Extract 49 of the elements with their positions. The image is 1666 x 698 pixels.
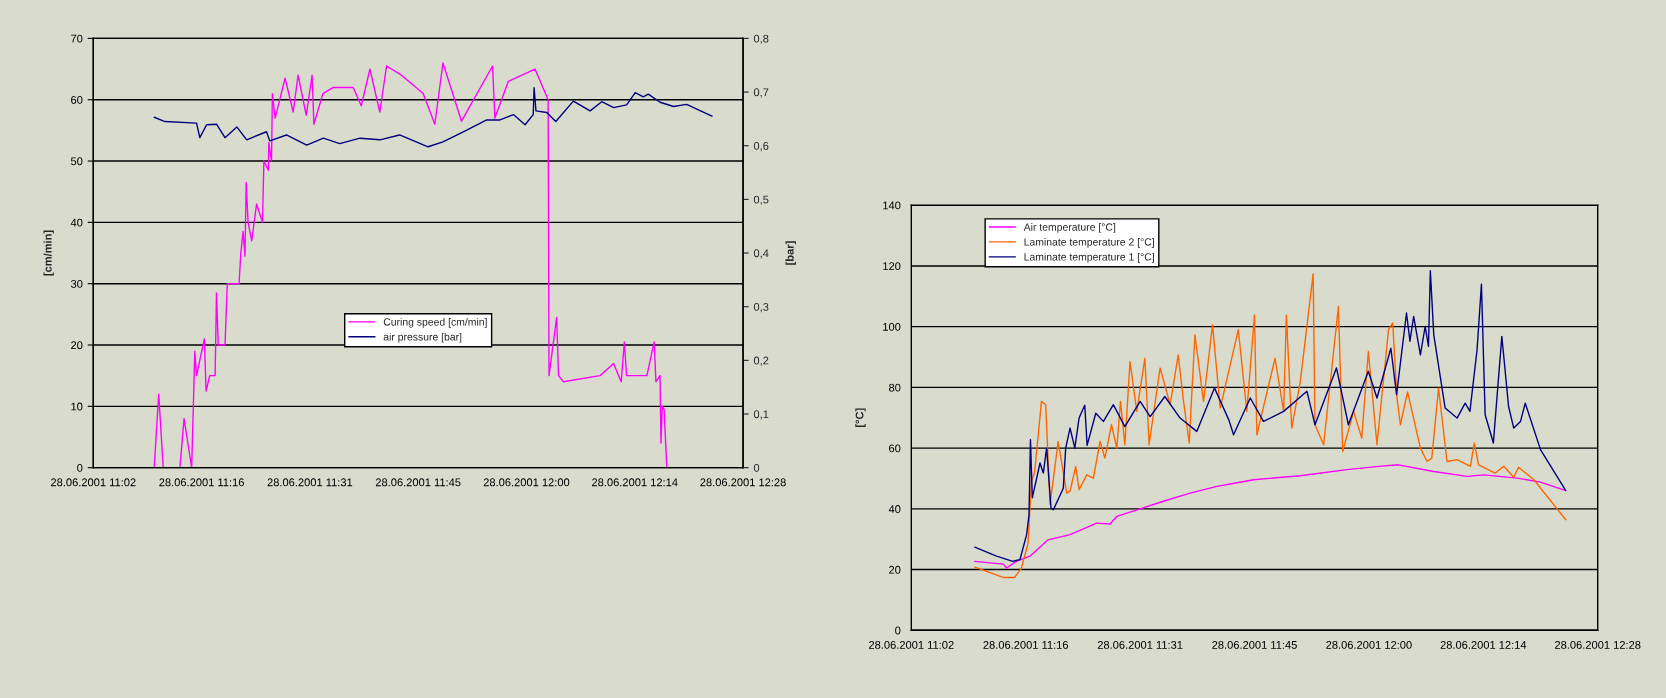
y-tick-label: 140 (883, 201, 901, 210)
x-tick-label: 28.06.2001 12:14 (592, 478, 678, 487)
y-tick-label: 50 (70, 157, 83, 166)
y2-tick-label: 0,1 (753, 410, 769, 420)
y-tick-label: 40 (888, 505, 901, 513)
y-tick-label: 70 (71, 34, 83, 43)
x-tick-label: 28.06.2001 12:00 (1326, 641, 1412, 649)
y-tick-label: 30 (70, 279, 83, 288)
x-tick-label: 28.06.2001 11:02 (869, 641, 954, 649)
x-tick-label: 28.06.2001 12:28 (700, 478, 786, 487)
y2-tick-label: 0,7 (753, 88, 769, 98)
legend-label: Laminate temperature 1 [°C] (1024, 252, 1154, 263)
legend-label: Curing speed [cm/min] (383, 317, 487, 328)
y2-tick-label: 0,3 (753, 302, 769, 313)
legend-label: Air temperature [°C] (1023, 223, 1116, 233)
y-tick-label: 10 (71, 402, 83, 411)
y-tick-label: 40 (70, 218, 83, 227)
x-tick-label: 28.06.2001 11:31 (267, 478, 353, 487)
y-tick-label: 120 (883, 262, 901, 271)
x-tick-label: 28.06.2001 11:16 (983, 641, 1069, 649)
y2-tick-label: 0,6 (753, 141, 769, 152)
x-tick-label: 28.06.2001 12:00 (483, 478, 570, 487)
y-tick-label: 20 (71, 341, 83, 350)
x-tick-label: 28.06.2001 11:45 (1212, 641, 1297, 649)
y2-tick-label: 0 (753, 463, 760, 472)
y-tick-label: 60 (71, 95, 83, 104)
y2-tick-label: 0,4 (753, 249, 769, 259)
line-series (153, 87, 713, 148)
y2-tick-label: 0,8 (753, 34, 769, 44)
x-tick-label: 28.06.2001 11:45 (375, 478, 461, 487)
y2-axis-title: [bar] (785, 241, 796, 265)
y-tick-label: 0 (895, 626, 901, 635)
y2-tick-label: 0,5 (753, 195, 769, 205)
x-tick-label: 28.06.2001 11:31 (1097, 641, 1183, 649)
legend-label: Laminate temperature 2 [°C] (1024, 238, 1154, 248)
y-tick-label: 60 (889, 444, 901, 453)
y-axis-title: [°C] (855, 408, 866, 428)
y-tick-label: 80 (889, 383, 901, 392)
y2-tick-label: 0,2 (753, 356, 769, 366)
x-tick-label: 28.06.2001 12:28 (1555, 641, 1641, 649)
y-tick-label: 20 (889, 565, 901, 574)
x-tick-label: 28.06.2001 12:14 (1440, 641, 1527, 649)
y-tick-label: 0 (77, 463, 83, 472)
x-tick-label: 28.06.2001 11:02 (51, 478, 136, 487)
y-tick-label: 100 (883, 322, 901, 331)
legend-label: air pressure [bar] (383, 332, 462, 343)
y-axis-title: [cm/min] (43, 230, 54, 276)
line-series (974, 464, 1567, 569)
x-tick-label: 28.06.2001 11:16 (159, 478, 244, 487)
